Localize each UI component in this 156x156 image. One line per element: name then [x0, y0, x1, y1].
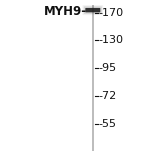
FancyBboxPatch shape [83, 5, 103, 15]
Text: -55: -55 [99, 119, 117, 129]
FancyBboxPatch shape [85, 8, 100, 12]
Text: -170: -170 [99, 8, 124, 18]
Text: -72: -72 [99, 91, 117, 101]
Text: -130: -130 [99, 35, 124, 45]
Text: MYH9-: MYH9- [44, 5, 87, 18]
Text: -95: -95 [99, 63, 117, 73]
FancyBboxPatch shape [84, 6, 102, 14]
